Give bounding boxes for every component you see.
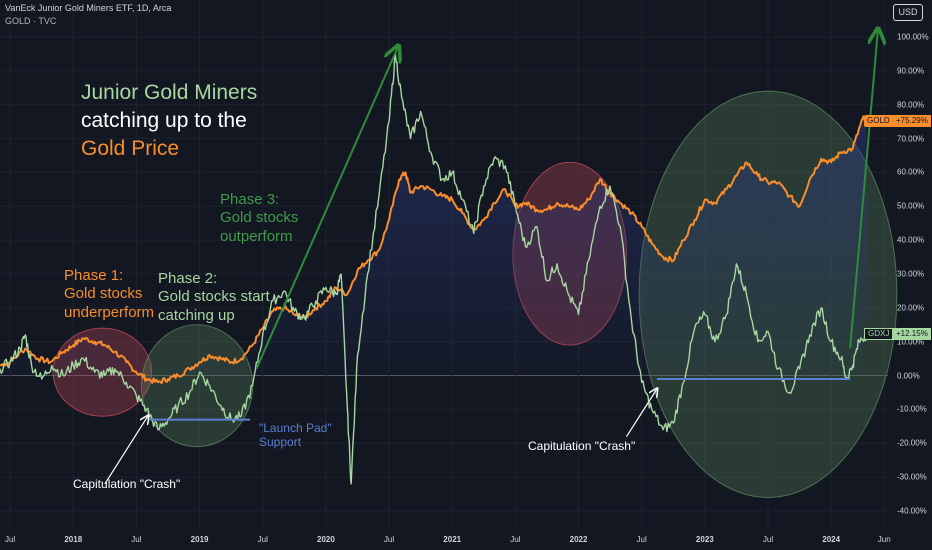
phase1-line-3: underperform	[64, 303, 155, 321]
phase2-line-1: Phase 2:	[158, 270, 218, 287]
x-tick-label: Jul	[510, 535, 521, 544]
x-tick-label: Jul	[762, 535, 774, 544]
gold-series-line	[0, 115, 868, 385]
trend-arrow	[255, 47, 397, 370]
title-line-3: Gold Price	[81, 137, 180, 160]
phase2-annotation: Phase 2: Gold stocks start catching up	[158, 270, 270, 325]
x-tick-label: Jun	[877, 535, 891, 544]
gdxj-series-line	[0, 53, 868, 485]
x-tick-label: 2022	[569, 535, 588, 544]
title-line-2: catching up to the	[81, 109, 247, 132]
trend-arrows	[104, 30, 878, 485]
x-tick-label: 2019	[190, 535, 209, 544]
y-tick-label: 20.00%	[897, 303, 925, 313]
series-lines	[0, 53, 868, 485]
x-tick-label: 2024	[822, 535, 841, 544]
launch-line-1: "Launch Pad"	[259, 421, 332, 435]
y-tick-label: -30.00%	[897, 472, 927, 482]
x-tick-label: Jul	[131, 535, 142, 544]
x-tick-label: Jul	[383, 535, 395, 544]
capitulation-annotation-1: Capitulation "Crash"	[73, 477, 181, 491]
y-tick-label: -20.00%	[897, 438, 927, 448]
y-tick-label: 80.00%	[897, 100, 925, 110]
y-tick-label: 0.00%	[897, 371, 920, 381]
phase3-line-3: outperform	[220, 227, 293, 245]
y-tick-label: 90.00%	[897, 66, 925, 76]
y-tick-label: -10.00%	[897, 404, 927, 414]
gold-value-label: +75.29%	[893, 114, 931, 127]
y-tick-label: -40.00%	[897, 506, 927, 516]
gold-symbol-label: GOLD	[864, 114, 893, 127]
gold-area-fill	[0, 118, 867, 383]
chart-subtitle: GOLD · TVC	[5, 16, 57, 26]
x-tick-label: Jul	[4, 535, 16, 544]
phase2-line-3: catching up	[158, 306, 235, 324]
y-tick-label: 10.00%	[897, 337, 925, 347]
capitulation-annotation-2: Capitulation "Crash"	[528, 439, 636, 453]
phase2-line-2: Gold stocks start	[158, 288, 270, 306]
x-tick-label: 2020	[316, 535, 335, 544]
launch-pad-annotation: "Launch Pad" Support	[259, 421, 332, 450]
y-tick-label: 60.00%	[897, 167, 925, 177]
y-tick-label: 70.00%	[897, 134, 925, 144]
y-tick-label: 50.00%	[897, 201, 925, 211]
title-annotation: Junior Gold Miners catching up to the Go…	[81, 79, 257, 163]
x-tick-label: 2023	[695, 535, 714, 544]
phase1-annotation: Phase 1: Gold stocks underperform	[64, 267, 154, 322]
phase3-annotation: Phase 3: Gold stocks outperform	[220, 191, 298, 246]
phase3-line-2: Gold stocks	[220, 209, 299, 227]
support-lines	[149, 377, 851, 421]
phase1-line-1: Phase 1:	[64, 267, 124, 284]
x-tick-label: Jul	[636, 535, 647, 544]
trend-arrow	[849, 30, 878, 349]
gdxj-symbol-label: GDXJ	[864, 328, 894, 341]
y-tick-label: 40.00%	[897, 235, 925, 245]
gold-area	[0, 118, 867, 383]
pointer-arrow	[104, 416, 148, 485]
title-line-1: Junior Gold Miners	[81, 81, 258, 104]
gdxj-value-label: +12.15%	[893, 328, 931, 341]
chart-title: VanEck Junior Gold Miners ETF, 1D, Arca	[5, 3, 172, 13]
phase1-line-2: Gold stocks	[64, 285, 143, 303]
currency-button[interactable]: USD	[893, 4, 923, 21]
x-tick-label: Jul	[257, 535, 268, 544]
phase3-line-1: Phase 3:	[220, 191, 280, 208]
x-tick-label: 2018	[64, 535, 83, 544]
y-tick-label: 30.00%	[897, 269, 925, 279]
pointer-arrow	[626, 389, 657, 437]
x-tick-label: 2021	[443, 535, 462, 544]
y-tick-label: 100.00%	[897, 32, 929, 42]
launch-line-2: Support	[259, 435, 302, 450]
